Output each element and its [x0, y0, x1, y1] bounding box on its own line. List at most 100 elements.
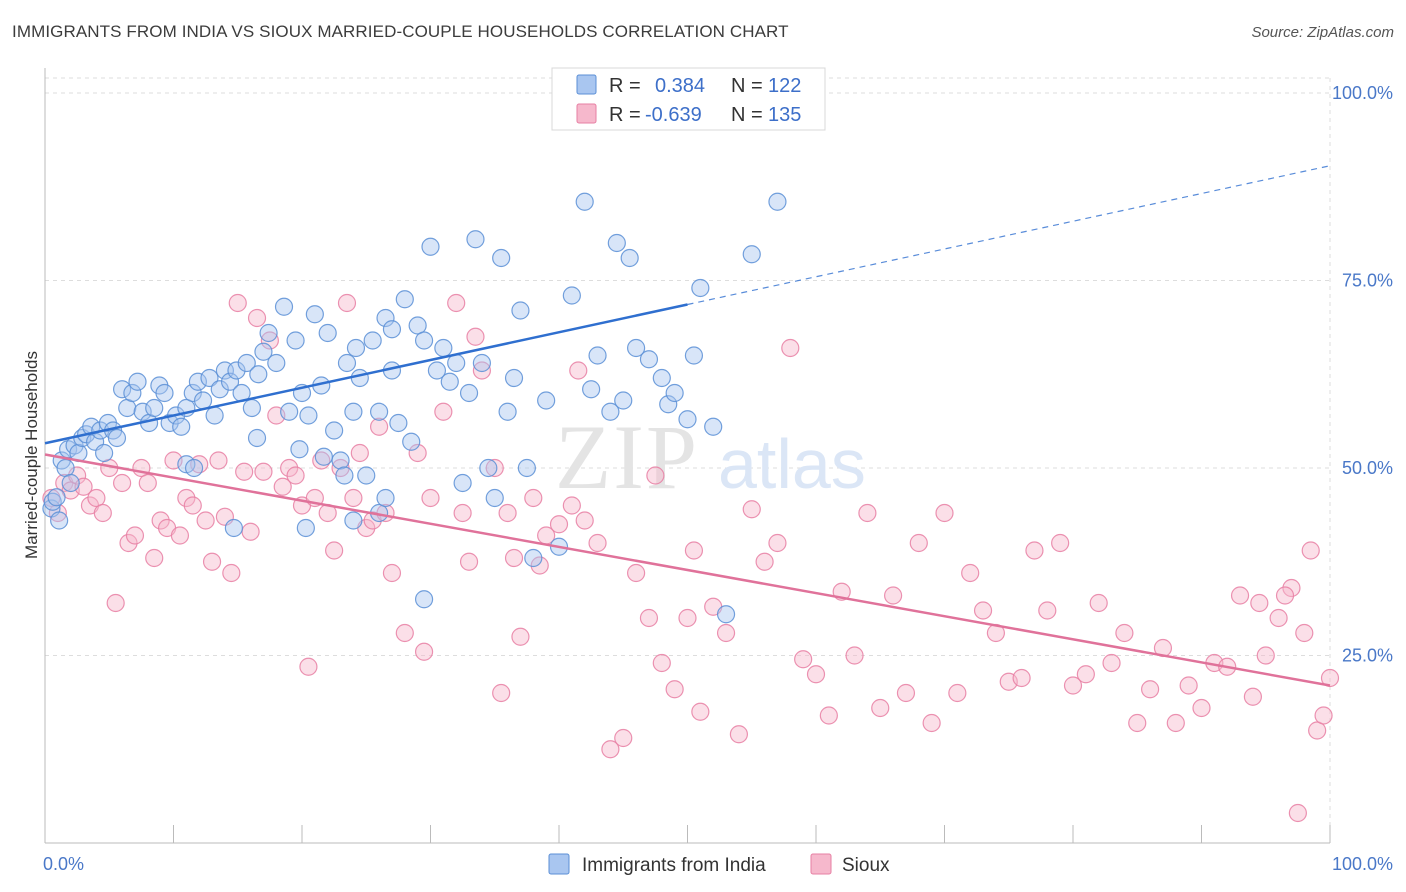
sioux-point-100: [871, 698, 890, 718]
india-point-61: [357, 466, 376, 485]
india-point-56: [325, 421, 344, 440]
india-point-46: [259, 323, 278, 343]
sioux-point-63: [472, 361, 491, 380]
india-point-95: [607, 233, 626, 253]
sioux-point-124: [1179, 676, 1198, 695]
sioux-point-123: [1166, 713, 1185, 733]
sioux-point-37: [280, 458, 299, 478]
india-point-53: [305, 305, 324, 324]
sioux-point-85: [684, 541, 704, 560]
sioux-point-74: [569, 361, 588, 380]
sioux-point-72: [549, 515, 569, 534]
india-point-72: [427, 361, 447, 380]
sioux-point-75: [575, 511, 594, 530]
sioux-point-21: [177, 488, 196, 508]
series-legend-swatch-india: [548, 853, 570, 875]
sioux-point-11: [112, 473, 132, 493]
india-point-114: [376, 488, 395, 508]
india-point-59: [344, 402, 363, 421]
series-legend: Immigrants from India Sioux: [548, 853, 890, 876]
y-tick-label-1: 50.0%: [1342, 458, 1393, 478]
legend-swatch-india: [576, 74, 597, 95]
sioux-point-98: [845, 646, 864, 665]
india-point-67: [395, 290, 414, 309]
india-point-63: [370, 402, 389, 421]
india-point-58: [337, 353, 357, 373]
india-point-88: [537, 391, 556, 410]
india-point-32: [183, 383, 202, 403]
india-point-62: [363, 331, 382, 350]
india-point-42: [237, 353, 256, 373]
india-point-77: [459, 383, 479, 403]
india-point-109: [768, 192, 787, 211]
india-point-111: [382, 320, 402, 339]
india-point-44: [249, 365, 268, 384]
india-point-27: [155, 383, 174, 403]
y-tick-label-3: 100.0%: [1332, 83, 1393, 103]
x-tick-labels: 0.0% 100.0%: [43, 854, 1393, 874]
sioux-point-7: [87, 488, 106, 508]
sioux-point-67: [504, 548, 524, 568]
sioux-point-81: [646, 466, 665, 485]
india-point-101: [659, 395, 678, 414]
india-point-71: [421, 237, 440, 256]
sioux-point-86: [691, 702, 710, 721]
sioux-point-24: [196, 511, 215, 530]
sioux-point-114: [1051, 533, 1070, 553]
y-tick-label-2: 75.0%: [1342, 271, 1393, 291]
sioux-point-62: [466, 327, 485, 346]
sioux-point-129: [1243, 687, 1263, 706]
sioux-point-68: [511, 627, 530, 646]
india-point-18: [107, 428, 127, 448]
india-point-30: [172, 417, 191, 436]
sioux-point-134: [1295, 623, 1314, 643]
sioux-point-139: [1314, 706, 1333, 725]
trend-lines: [44, 165, 1331, 687]
sioux-point-106: [948, 683, 967, 703]
sioux-point-12: [119, 533, 138, 553]
sioux-point-93: [781, 338, 800, 358]
sioux-point-38: [286, 466, 305, 485]
india-point-97: [620, 248, 639, 268]
sioux-point-57: [421, 488, 440, 508]
sioux-point-47: [344, 488, 363, 508]
india-point-60: [350, 368, 369, 388]
sioux-point-117: [1089, 593, 1108, 613]
sioux-point-94: [794, 650, 813, 669]
sioux-point-30: [235, 462, 254, 481]
sioux-points: [42, 293, 1340, 823]
sioux-point-10: [106, 593, 125, 613]
sioux-point-102: [896, 683, 916, 703]
sioux-point-59: [447, 293, 466, 313]
india-point-80: [479, 458, 498, 478]
y-tick-label-0: 25.0%: [1342, 646, 1393, 666]
india-point-48: [274, 297, 294, 316]
india-point-3: [50, 511, 69, 530]
chart-title: IMMIGRANTS FROM INDIA VS SIOUX MARRIED-C…: [12, 22, 789, 41]
india-point-87: [524, 548, 543, 568]
india-point-64: [376, 308, 395, 328]
y-axis-label: Married-couple Households: [22, 351, 41, 559]
india-point-91: [575, 192, 594, 211]
legend-r-label-sioux: R =: [609, 104, 641, 126]
sioux-point-8: [93, 503, 112, 523]
sioux-point-66: [498, 503, 517, 523]
india-point-81: [485, 488, 504, 508]
y-tick-labels: 25.0% 50.0% 75.0% 100.0%: [1332, 83, 1393, 666]
sioux-point-82: [652, 653, 671, 673]
sioux-point-25: [202, 552, 222, 571]
sioux-point-84: [678, 608, 697, 628]
sioux-point-136: [1288, 803, 1307, 823]
sioux-point-138: [1301, 541, 1320, 560]
sioux-point-17: [151, 511, 170, 530]
india-point-69: [408, 316, 427, 335]
india-point-96: [614, 391, 633, 410]
sioux-point-44: [325, 541, 344, 560]
sioux-point-77: [601, 740, 620, 759]
sioux-point-92: [768, 533, 787, 553]
sioux-point-46: [337, 293, 357, 313]
india-point-79: [472, 353, 491, 373]
india-point-19: [112, 380, 132, 399]
india-point-40: [227, 361, 246, 380]
